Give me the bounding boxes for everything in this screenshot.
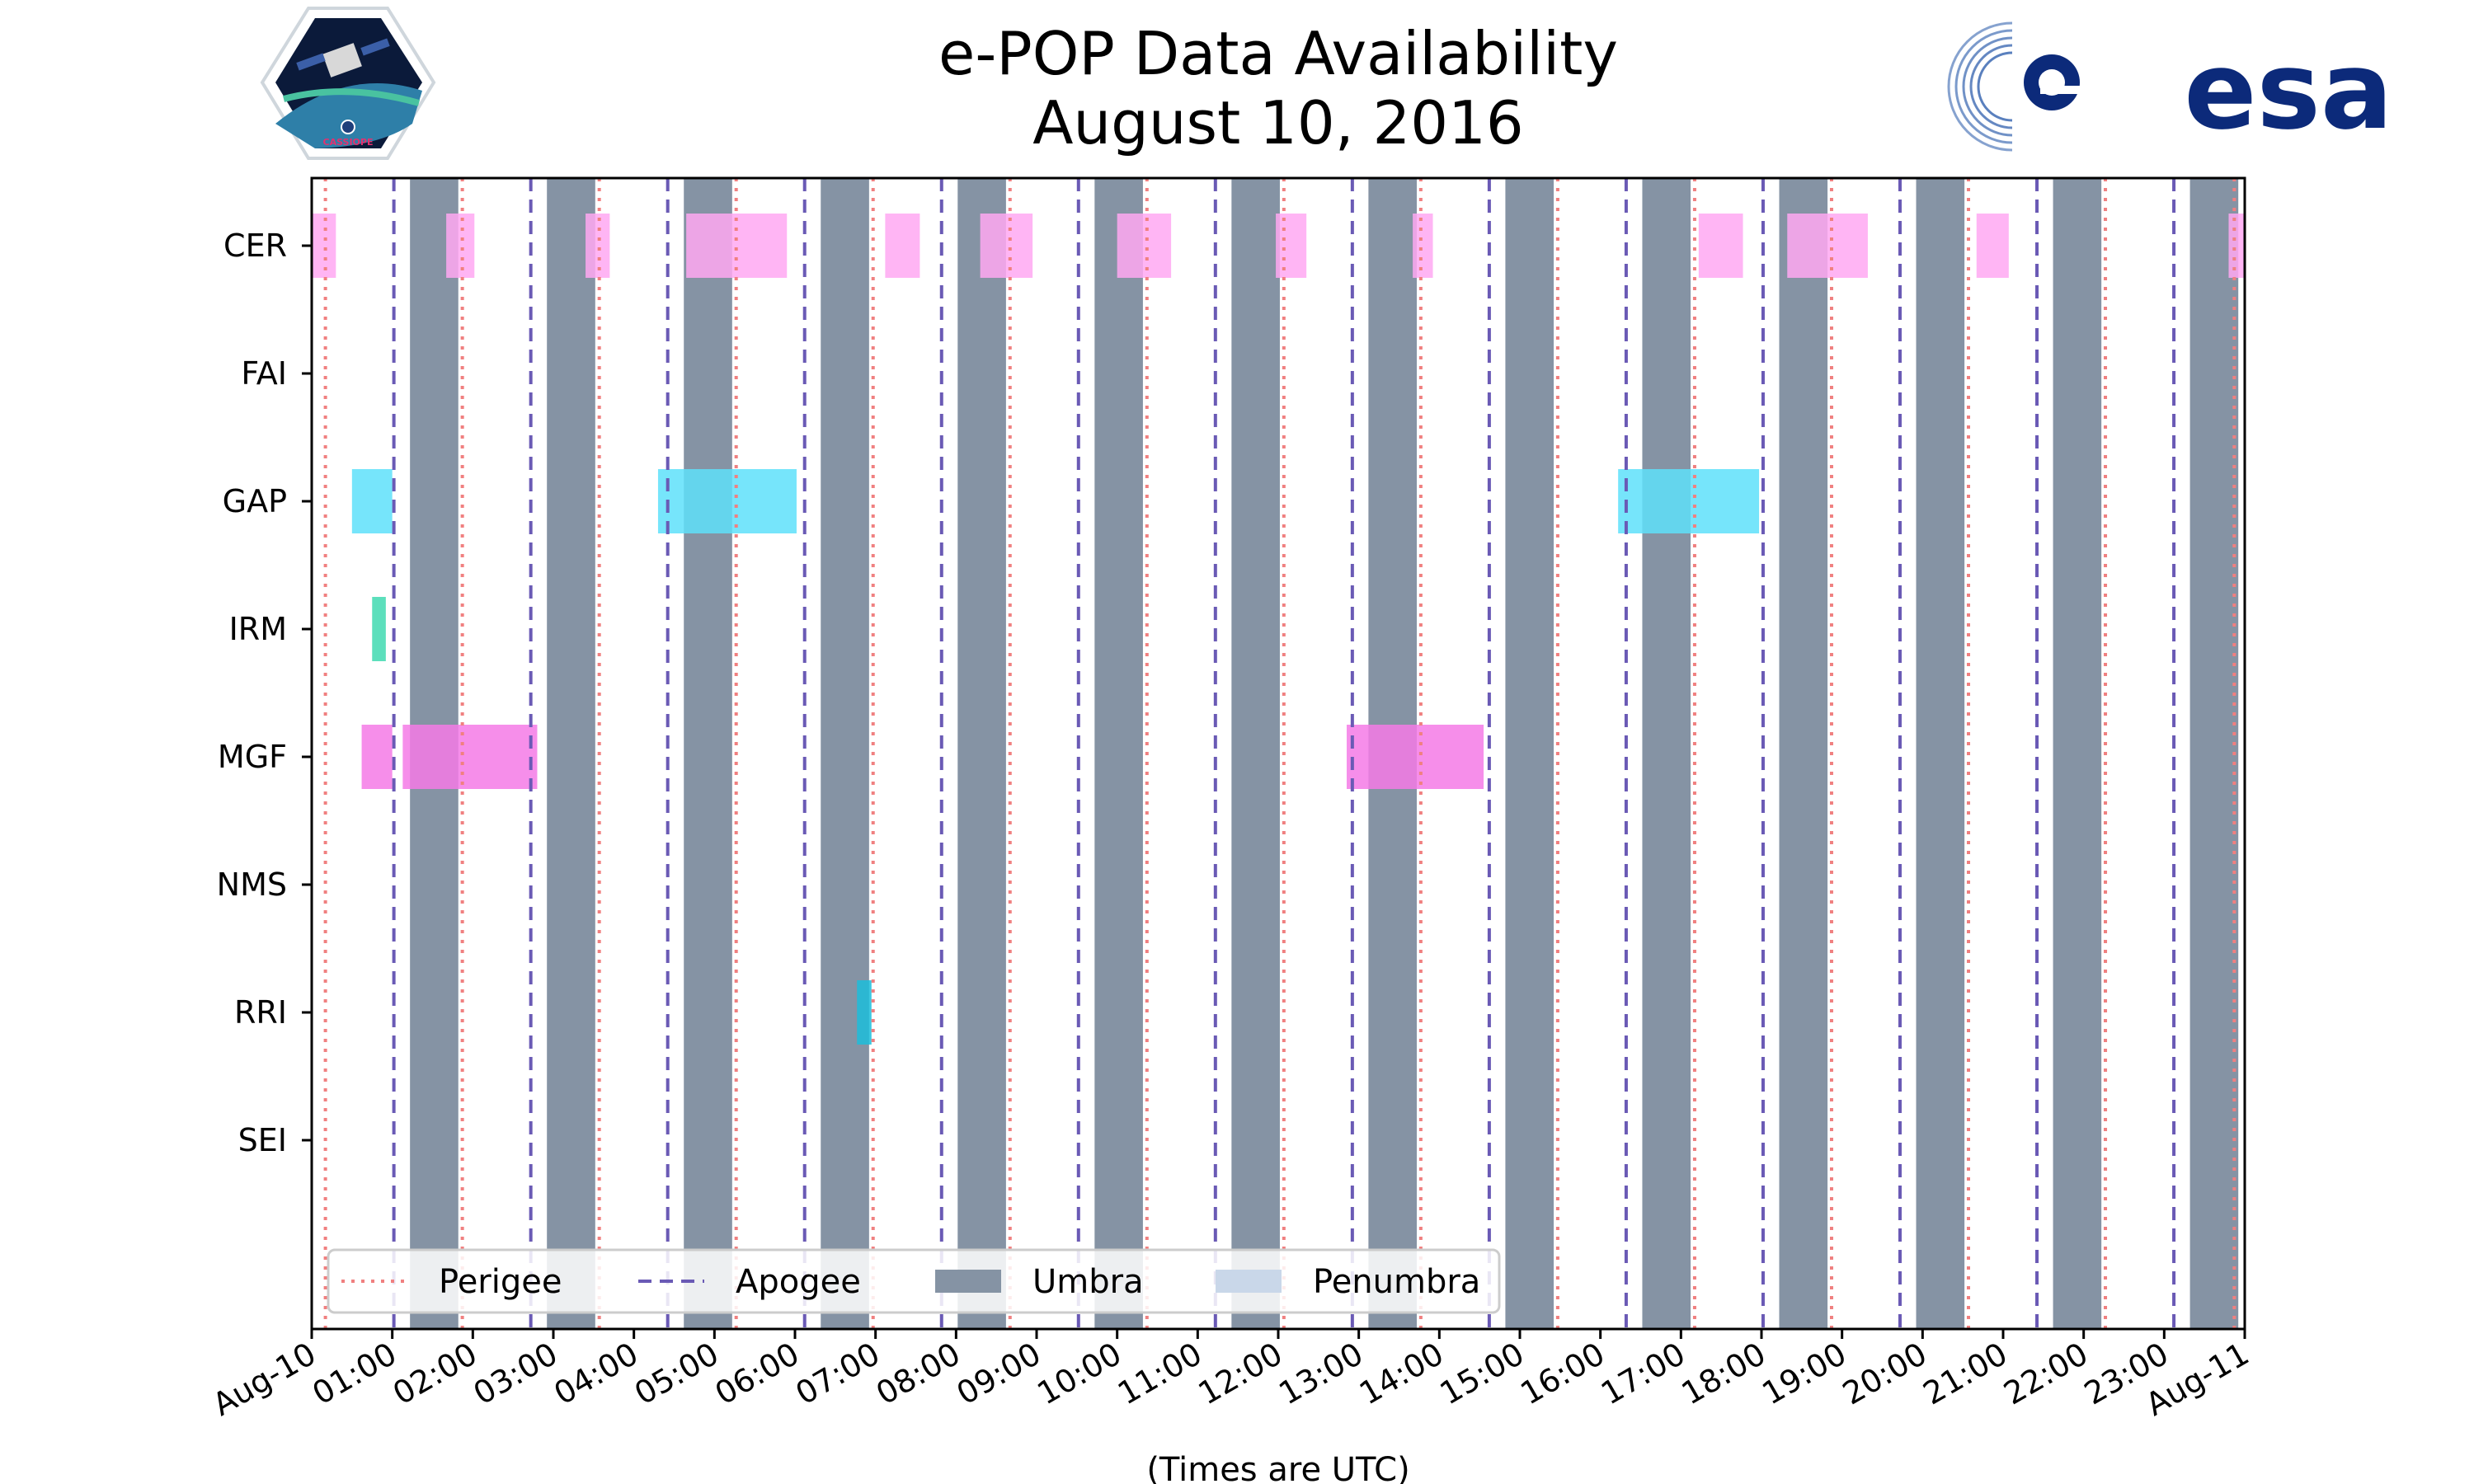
x-tick-label-8: 08:00 [870,1336,967,1412]
esa-logo: esa [1947,16,2393,157]
bar-gap-2 [1618,469,1760,533]
cassiope-logo: CASSIOPE [260,7,436,160]
cassiope-logo-text: CASSIOPE [323,137,374,148]
bar-cer-10 [1787,214,1868,278]
legend-swatch-umbra [935,1270,1001,1293]
x-tick-label-14: 14:00 [1353,1336,1450,1412]
x-tick-label-15: 15:00 [1434,1336,1531,1412]
orbit-lines [323,178,2236,1329]
umbra-band-4 [957,178,1006,1329]
legend-box [327,1248,1501,1314]
x-tick-label-22: 22:00 [1997,1336,2094,1412]
legend-label-perigee: Perigee [439,1263,562,1301]
umbra-band-5 [1094,178,1143,1329]
x-tick-label-7: 07:00 [789,1336,886,1412]
umbra-band-2 [684,178,732,1329]
chart-subtitle: August 10, 2016 [1032,88,1523,157]
umbra-bands [410,178,2239,1329]
legend-label-apogee: Apogee [736,1263,861,1301]
x-tick-label-9: 09:00 [951,1336,1047,1412]
y-tick-label-cer: CER [223,228,287,264]
bar-mgf-2 [1347,725,1484,789]
x-tick-label-2: 02:00 [387,1336,483,1412]
x-tick-label-3: 03:00 [468,1336,564,1412]
bar-cer-7 [1276,214,1307,278]
x-tick-label-0: Aug-10 [206,1336,322,1423]
y-tick-label-gap: GAP [223,483,287,519]
legend-label-umbra: Umbra [1032,1263,1144,1301]
legend-swatch-penumbra [1216,1270,1282,1293]
esa-logo-text: esa [2184,28,2392,153]
y-tick-label-irm: IRM [229,611,287,647]
x-tick-label-4: 04:00 [548,1336,644,1412]
x-tick-label-17: 17:00 [1595,1336,1691,1412]
y-tick-label-nms: NMS [217,866,287,903]
umbra-band-10 [1779,178,1828,1329]
x-tick-label-5: 05:00 [628,1336,725,1412]
bar-cer-6 [1117,214,1172,278]
bar-irm-0 [372,597,386,661]
x-tick-label-11: 11:00 [1112,1336,1208,1412]
x-tick-label-12: 12:00 [1192,1336,1289,1412]
x-tick-label-20: 20:00 [1837,1336,1933,1412]
x-tick-label-19: 19:00 [1756,1336,1852,1412]
x-tick-label-10: 10:00 [1031,1336,1127,1412]
bar-gap-1 [657,469,797,533]
bar-cer-12 [2228,214,2245,278]
x-axis-label: (Times are UTC) [1146,1451,1409,1484]
x-tick-label-18: 18:00 [1676,1336,1772,1412]
x-axis: Aug-1001:0002:0003:0004:0005:0006:0007:0… [206,1329,2255,1423]
bar-cer-1 [446,214,475,278]
umbra-band-1 [547,178,595,1329]
bar-mgf-1 [402,725,538,789]
umbra-band-6 [1231,178,1280,1329]
bar-cer-8 [1413,214,1433,278]
y-tick-label-sei: SEI [238,1122,287,1158]
umbra-band-13 [2189,178,2239,1329]
x-tick-label-21: 21:00 [1917,1336,2014,1412]
bar-cer-4 [885,214,920,278]
esa-swirl-icon [1947,16,2086,157]
x-tick-label-16: 16:00 [1514,1336,1611,1412]
x-tick-label-1: 01:00 [306,1336,402,1412]
x-tick-label-13: 13:00 [1272,1336,1369,1412]
umbra-band-11 [1916,178,1965,1329]
umbra-band-3 [821,178,869,1329]
umbra-band-12 [2053,178,2102,1329]
bar-cer-9 [1698,214,1743,278]
legend-label-penumbra: Penumbra [1313,1263,1480,1301]
bar-cer-5 [980,214,1033,278]
bar-cer-11 [1976,214,2009,278]
y-tick-label-rri: RRI [234,994,287,1031]
bar-gap-0 [351,469,393,533]
bar-rri-0 [857,980,872,1045]
legend: Perigee Apogee Umbra Penumbra [327,1248,1501,1314]
y-axis: CER FAI GAP IRM MGF NMS RRI SEI [217,228,312,1158]
y-tick-label-fai: FAI [241,355,287,392]
chart-title: e-POP Data Availability [938,19,1618,88]
x-tick-label-6: 06:00 [709,1336,806,1412]
umbra-band-8 [1505,178,1554,1329]
bar-mgf-0 [361,725,393,789]
y-tick-label-mgf: MGF [218,739,287,775]
umbra-band-9 [1642,178,1691,1329]
